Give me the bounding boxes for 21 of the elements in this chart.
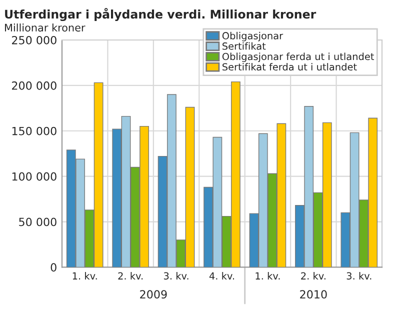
- y-tick-label: 0: [50, 263, 56, 272]
- legend-label: Obligasjonar: [222, 32, 284, 42]
- y-axis-title: Millionar kroner: [5, 24, 86, 32]
- x-tick-label: 3. kv.: [164, 272, 188, 280]
- y-tick-label: 50 000: [19, 218, 56, 226]
- x-tick-label: 3. kv.: [346, 272, 372, 280]
- x-tick-label: 1. kv.: [256, 272, 280, 280]
- y-tick-label: 250 000: [12, 36, 56, 44]
- text: 2009: [140, 290, 167, 299]
- x-tick-label: 1. kv.: [72, 272, 97, 280]
- legend-label: Sertifikat ferda ut i utlandet: [222, 63, 357, 71]
- chart-title: Utferdingar i pålydande verdi. Millionar kroner: [5, 8, 316, 22]
- text: 2010: [300, 290, 327, 299]
- x-tick-label: 4. kv.: [209, 272, 234, 280]
- legend-label: Obligasjonar ferda ut i utlandet: [222, 52, 374, 62]
- y-tick-label: 100 000: [12, 172, 56, 181]
- x-tick-label: 2. kv.: [118, 272, 143, 280]
- y-tick-label: 200 000: [12, 81, 56, 90]
- x-tick-label: 2. kv.: [301, 272, 326, 280]
- legend-label: Sertifikat: [222, 42, 266, 50]
- y-tick-label: 150 000: [12, 126, 56, 136]
